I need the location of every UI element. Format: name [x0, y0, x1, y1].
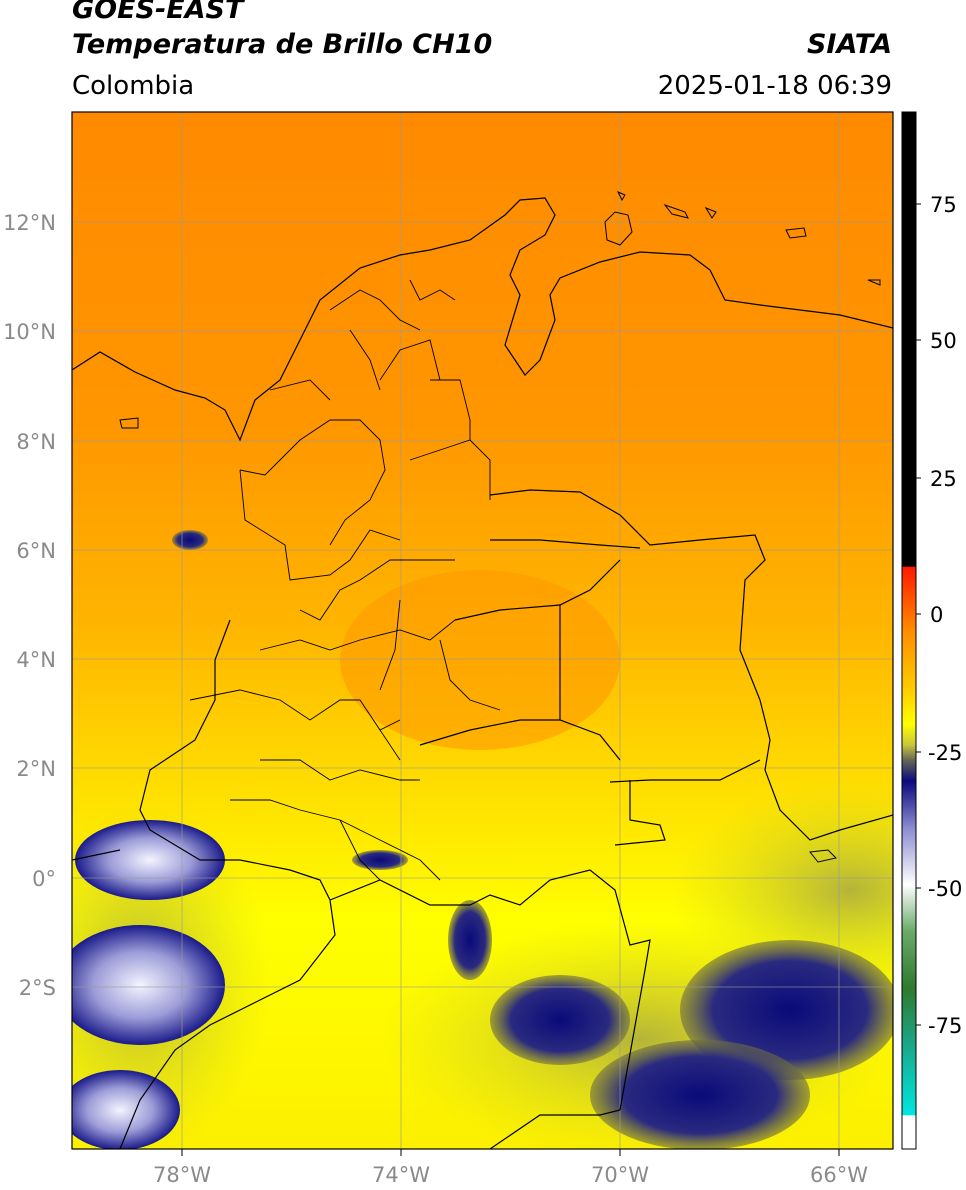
lat-tick-label: 8°N — [16, 430, 56, 454]
lat-ticks: 12°N 10°N 8°N 6°N 4°N 2°N 0° 2°S — [3, 211, 56, 1000]
lat-tick-label: 10°N — [3, 320, 56, 344]
lat-tick-label: 6°N — [16, 539, 56, 563]
region-label: Colombia — [72, 71, 195, 101]
country-borders — [72, 197, 893, 1149]
satellite-title: GOES-EAST — [72, 0, 244, 25]
gridlines — [72, 112, 893, 1149]
lon-tick-label: 66°W — [810, 1163, 868, 1187]
lat-tick-label: 2°N — [16, 757, 56, 781]
cloud-cluster — [352, 850, 408, 870]
lat-tick-label: 12°N — [3, 211, 56, 235]
lon-tick-label: 70°W — [591, 1163, 649, 1187]
colorbar-tick-label: -50 — [928, 877, 962, 901]
cloud-cluster — [590, 1040, 810, 1149]
colorbar-tick-label: 75 — [930, 193, 957, 217]
colorbar-tick-label: 25 — [930, 467, 957, 491]
datetime-label: 2025-01-18 06:39 — [657, 71, 892, 101]
colorbar-tick-label: 0 — [930, 603, 943, 627]
lon-ticks: 78°W 74°W 70°W 66°W — [153, 1149, 868, 1187]
islands — [119, 191, 881, 863]
colorbar: 75 50 25 0 -25 -50 -75 — [901, 111, 962, 1150]
warm-patch — [340, 570, 620, 750]
cold-cloud — [72, 1070, 180, 1149]
cloud-cluster — [172, 530, 208, 550]
cold-cloud — [75, 820, 225, 900]
lon-tick-label: 74°W — [372, 1163, 430, 1187]
colorbar-tick-label: 50 — [930, 329, 957, 353]
colorbar-tick-label: -25 — [928, 741, 962, 765]
department-borders — [189, 279, 501, 881]
cloud-cluster — [448, 900, 492, 980]
agency-label: SIATA — [806, 29, 892, 60]
map-frame — [71, 111, 894, 1150]
cloud-cluster — [490, 975, 630, 1065]
cold-cloud — [72, 925, 225, 1045]
colorbar-tick-label: -75 — [928, 1014, 962, 1038]
lat-tick-label: 0° — [32, 867, 56, 891]
lat-tick-label: 4°N — [16, 648, 56, 672]
colorbar-strip — [901, 111, 917, 1150]
lon-tick-label: 78°W — [153, 1163, 211, 1187]
lat-tick-label: 2°S — [19, 976, 56, 1000]
product-title: Temperatura de Brillo CH10 — [72, 29, 493, 60]
